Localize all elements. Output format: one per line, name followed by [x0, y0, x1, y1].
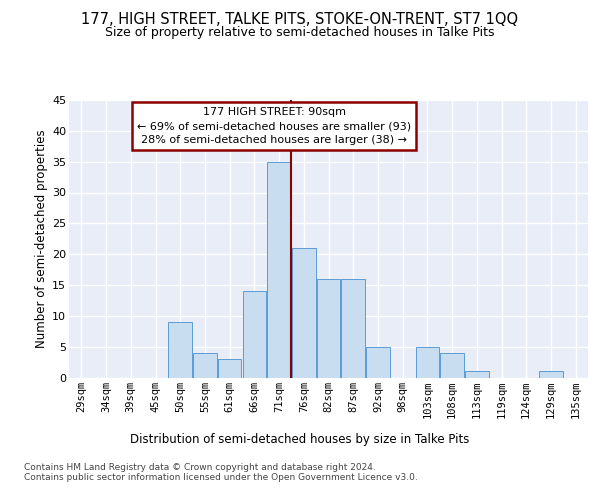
Bar: [366, 346, 389, 378]
Text: Distribution of semi-detached houses by size in Talke Pits: Distribution of semi-detached houses by …: [130, 432, 470, 446]
Text: 177, HIGH STREET, TALKE PITS, STOKE-ON-TRENT, ST7 1QQ: 177, HIGH STREET, TALKE PITS, STOKE-ON-T…: [82, 12, 518, 28]
Bar: [169, 322, 192, 378]
Bar: [193, 353, 217, 378]
Text: Size of property relative to semi-detached houses in Talke Pits: Size of property relative to semi-detach…: [105, 26, 495, 39]
Bar: [268, 162, 291, 378]
Bar: [292, 248, 316, 378]
Bar: [465, 372, 488, 378]
Bar: [242, 291, 266, 378]
Y-axis label: Number of semi-detached properties: Number of semi-detached properties: [35, 130, 48, 348]
Text: 177 HIGH STREET: 90sqm
← 69% of semi-detached houses are smaller (93)
28% of sem: 177 HIGH STREET: 90sqm ← 69% of semi-det…: [137, 108, 411, 146]
Bar: [317, 279, 340, 378]
Bar: [218, 359, 241, 378]
Bar: [440, 353, 464, 378]
Bar: [416, 346, 439, 378]
Bar: [341, 279, 365, 378]
Bar: [539, 372, 563, 378]
Text: Contains HM Land Registry data © Crown copyright and database right 2024.
Contai: Contains HM Land Registry data © Crown c…: [24, 462, 418, 482]
